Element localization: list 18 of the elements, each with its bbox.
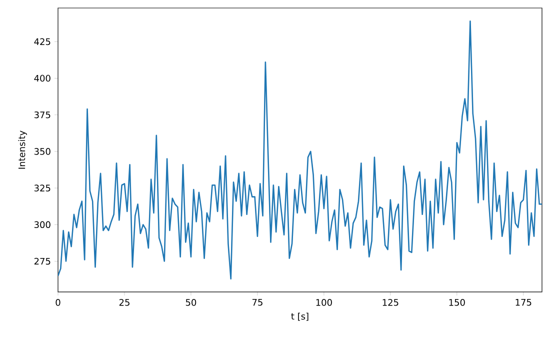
y-tick-label: 300	[34, 221, 50, 228]
x-tick-label: 25	[119, 299, 130, 306]
y-tick-label: 400	[34, 74, 50, 82]
y-tick-label: 375	[34, 111, 50, 118]
y-tick-label: 425	[34, 38, 50, 46]
line-series	[58, 20, 542, 280]
x-tick-label: 50	[186, 299, 196, 306]
x-tick-label: 100	[316, 299, 332, 306]
x-tick-label: 150	[449, 299, 465, 306]
x-tick-label: 175	[516, 299, 532, 306]
y-tick-label: 325	[34, 184, 50, 192]
y-tick-label: 275	[34, 258, 50, 265]
x-tick-label: 0	[56, 299, 60, 306]
y-tick-label: 350	[34, 148, 50, 155]
y-axis-title: Intensity	[18, 130, 27, 169]
x-axis-title: t [s]	[291, 312, 308, 321]
x-tick-label: 125	[382, 299, 398, 306]
x-tick-label: 75	[252, 299, 262, 306]
